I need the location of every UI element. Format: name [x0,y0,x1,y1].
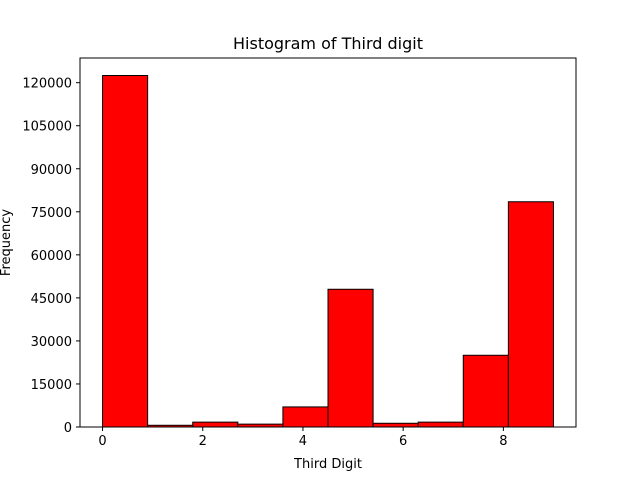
y-tick-label: 105000 [22,120,72,135]
histogram-bar [327,288,374,428]
histogram-bar [507,201,554,428]
histogram-bar [417,421,464,428]
x-tick-label: 2 [199,434,207,449]
y-tick-label: 45000 [31,292,72,307]
y-tick-label: 15000 [31,378,72,393]
y-axis-label: Frequency [0,209,14,276]
y-tick-label: 90000 [31,163,72,178]
x-tick-label: 8 [499,434,507,449]
y-tick-label: 0 [64,421,72,436]
y-tick-label: 30000 [31,335,72,350]
axes-frame [79,57,577,428]
bars-group [102,75,554,428]
x-tick-label: 4 [299,434,307,449]
y-axis-ticks: 0 15000 30000 45000 60000 75000 90000 105000 120… [22,77,80,436]
x-axis-ticks: 0 2 4 6 8 [98,427,507,449]
chart-title: Histogram of Third digit [233,34,423,53]
y-tick-label: 60000 [31,249,72,264]
histogram-bar [192,421,239,428]
x-tick-label: 6 [399,434,407,449]
x-axis-label: Third Digit [293,457,362,472]
histogram-bar [282,406,329,428]
histogram-bar [372,422,419,428]
y-tick-label: 120000 [22,77,72,92]
histogram-bar [462,354,509,428]
x-tick-label: 0 [98,434,106,449]
histogram-bar [102,75,149,428]
y-tick-label: 75000 [31,206,72,221]
